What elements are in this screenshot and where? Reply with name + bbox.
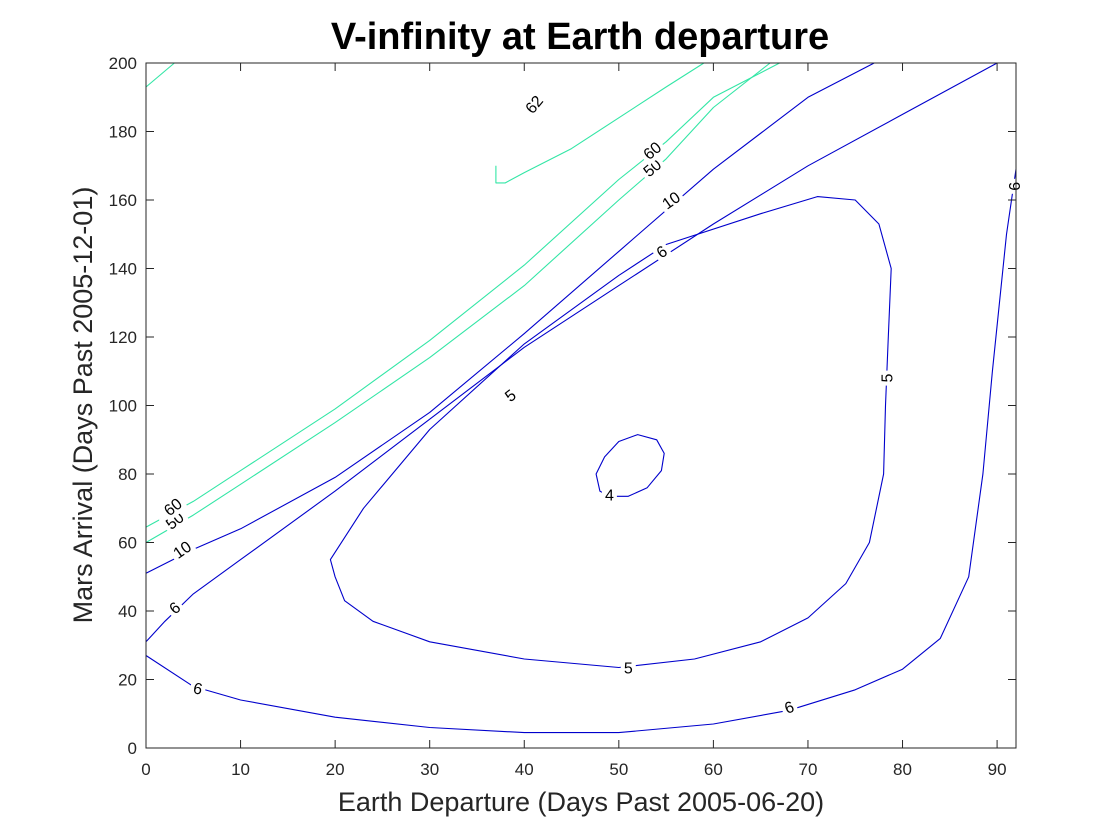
x-tick-label: 0 bbox=[141, 760, 150, 779]
y-tick-label: 160 bbox=[109, 191, 137, 210]
contour-line-level-60-6 bbox=[145, 62, 780, 528]
y-tick-label: 140 bbox=[109, 260, 137, 279]
contour-label-bg bbox=[655, 184, 687, 216]
contour-label-bg bbox=[166, 534, 198, 565]
contour-label-7: 6 bbox=[162, 595, 187, 621]
x-tick-label: 70 bbox=[798, 760, 817, 779]
contour-label-bg bbox=[158, 504, 191, 536]
contour-label-bg bbox=[188, 676, 208, 700]
y-tick-label: 60 bbox=[118, 534, 137, 553]
contour-label-6: 6 bbox=[1004, 178, 1025, 194]
contour-label-bg bbox=[1004, 178, 1025, 194]
contour-label-bg bbox=[636, 134, 668, 166]
contour-line-level-50-5 bbox=[145, 62, 771, 543]
contour-label-text: 5 bbox=[879, 374, 896, 383]
y-axis-label: Mars Arrival (Days Past 2005-12-01) bbox=[68, 187, 98, 624]
contour-label-bg bbox=[498, 382, 523, 408]
contour-label-3: 5 bbox=[876, 370, 897, 386]
x-axis-ticks: 0 10 20 30 40 50 60 70 80 90 bbox=[141, 63, 1007, 779]
contour-label-text: 6 bbox=[192, 680, 204, 698]
contour-label-4: 6 bbox=[188, 676, 208, 700]
x-tick-label: 50 bbox=[609, 760, 628, 779]
contour-label-8: 6 bbox=[649, 238, 674, 264]
y-tick-label: 200 bbox=[109, 54, 137, 73]
y-tick-label: 100 bbox=[109, 397, 137, 416]
contour-line-level-6-3 bbox=[145, 62, 998, 643]
contour-label-0: 4 bbox=[601, 484, 617, 505]
x-tick-label: 40 bbox=[515, 760, 534, 779]
contour-label-bg bbox=[649, 238, 674, 264]
x-axis-label: Earth Departure (Days Past 2005-06-20) bbox=[338, 787, 824, 817]
x-tick-label: 60 bbox=[704, 760, 723, 779]
x-tick-label: 10 bbox=[231, 760, 250, 779]
contour-label-5: 6 bbox=[778, 694, 800, 719]
y-tick-label: 80 bbox=[118, 465, 137, 484]
chart-title: V-infinity at Earth departure bbox=[331, 16, 829, 58]
contour-line-level-62-7 bbox=[495, 62, 705, 184]
x-tick-label: 90 bbox=[988, 760, 1007, 779]
contour-label-bg bbox=[876, 370, 897, 386]
contour-label-text: 5 bbox=[624, 661, 633, 678]
contour-label-bg bbox=[156, 491, 189, 522]
contour-label-text: 4 bbox=[605, 488, 614, 505]
contour-label-bg bbox=[601, 484, 617, 505]
contour-label-1: 5 bbox=[620, 657, 636, 678]
y-tick-label: 40 bbox=[118, 602, 137, 621]
y-axis-ticks: 0 20 40 60 80 100 120 140 160 180 200 bbox=[109, 54, 1016, 758]
y-tick-label: 180 bbox=[109, 123, 137, 142]
x-tick-label: 80 bbox=[893, 760, 912, 779]
y-tick-label: 120 bbox=[109, 328, 137, 347]
x-tick-label: 20 bbox=[326, 760, 345, 779]
y-tick-label: 20 bbox=[118, 671, 137, 690]
contour-label-bg bbox=[636, 152, 668, 183]
contour-label-bg bbox=[620, 657, 636, 678]
x-tick-label: 30 bbox=[420, 760, 439, 779]
contour-line-level-62-8 bbox=[145, 62, 175, 88]
contour-label-2: 5 bbox=[498, 382, 523, 408]
contour-label-bg bbox=[162, 595, 187, 621]
contour-line-level-4-0 bbox=[595, 434, 665, 497]
contour-label-bg bbox=[518, 88, 550, 120]
contour-line-level-10-4 bbox=[145, 62, 875, 574]
contour-label-bg bbox=[778, 694, 800, 719]
y-tick-label: 0 bbox=[128, 739, 137, 758]
